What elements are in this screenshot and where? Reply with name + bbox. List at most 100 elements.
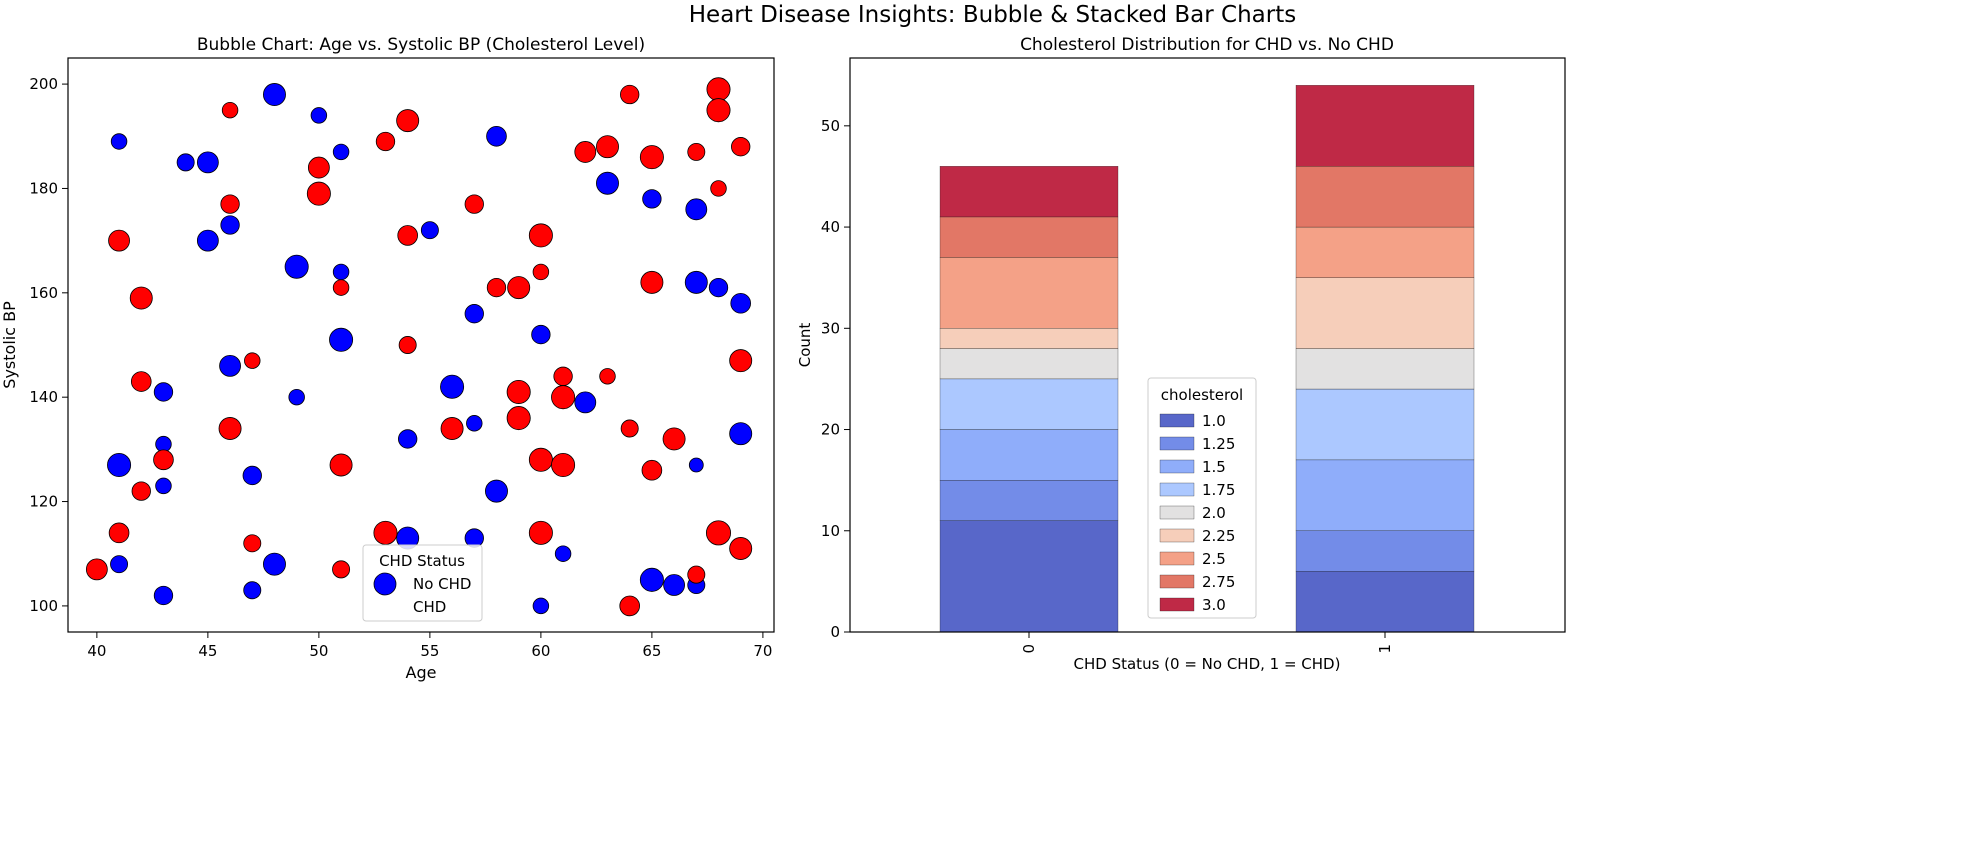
bubble-no-chd xyxy=(219,354,241,377)
bubble-no-chd xyxy=(464,304,484,324)
bubble-no-chd xyxy=(155,477,172,495)
bubble-no-chd xyxy=(176,153,195,172)
bubble-x-axis-label: Age xyxy=(406,663,437,682)
bubble-chd xyxy=(85,558,108,581)
bubble-chd xyxy=(619,595,640,617)
legend-swatch-2.5 xyxy=(1159,551,1195,566)
bubble-chd xyxy=(130,371,152,392)
legend-swatch-1.25 xyxy=(1159,436,1195,451)
bubble-no-chd xyxy=(243,581,262,600)
legend-label-1.0: 1.0 xyxy=(1202,412,1226,430)
bar-segment-chd0-chol-2.5 xyxy=(939,257,1119,329)
bubble-no-chd xyxy=(708,277,729,298)
bubble-points xyxy=(85,77,753,617)
legend-label-2.25: 2.25 xyxy=(1202,527,1235,545)
x-tick-label: 0 xyxy=(1020,644,1038,654)
bar-segments xyxy=(939,85,1475,633)
bubble-chd xyxy=(620,419,639,438)
x-tick-label: 45 xyxy=(198,642,217,660)
bubble-no-chd xyxy=(730,292,751,314)
bubble-chd xyxy=(464,194,484,214)
legend-no-chd-label: No CHD xyxy=(413,575,471,593)
bubble-chd xyxy=(532,263,550,281)
bubble-no-chd xyxy=(688,457,704,473)
x-tick-label: 65 xyxy=(642,642,661,660)
bar-segment-chd1-chol-1.0 xyxy=(1295,571,1475,633)
bubble-chd xyxy=(221,101,239,119)
bubble-legend-box xyxy=(362,544,483,622)
bubble-no-chd xyxy=(642,189,662,209)
x-tick-label: 50 xyxy=(309,642,328,660)
bubble-no-chd xyxy=(574,391,597,414)
x-tick-label: 55 xyxy=(420,642,439,660)
bubble-no-chd xyxy=(485,479,508,503)
bubble-chd xyxy=(243,534,262,553)
bubble-no-chd xyxy=(398,429,418,449)
bar-segment-chd1-chol-1.25 xyxy=(1295,530,1475,572)
legend-label-3.0: 3.0 xyxy=(1202,596,1226,614)
bubble-chd xyxy=(506,379,531,404)
cholesterol-legend-title: cholesterol xyxy=(1161,386,1243,404)
bar-segment-chd1-chol-2.0 xyxy=(1295,348,1475,390)
bubble-chd xyxy=(729,537,753,560)
bubble-chd xyxy=(129,286,153,310)
bubble-chd xyxy=(108,229,130,252)
bubble-legend: CHD Status No CHD CHD xyxy=(362,544,483,622)
x-tick-label: 40 xyxy=(87,642,106,660)
bubble-chd xyxy=(528,223,553,248)
bubble-chd xyxy=(306,181,331,206)
bubble-chd xyxy=(729,349,753,373)
y-tick-label: 40 xyxy=(821,218,840,236)
bubble-chart: Bubble Chart: Age vs. Systolic BP (Chole… xyxy=(0,35,775,682)
bar-segment-chd1-chol-1.5 xyxy=(1295,459,1475,531)
bubble-chd xyxy=(687,142,706,161)
bubble-no-chd xyxy=(685,198,708,221)
bar-chart-title: Cholesterol Distribution for CHD vs. No … xyxy=(1020,35,1394,55)
bubble-no-chd xyxy=(486,125,507,147)
y-tick-label: 30 xyxy=(821,319,840,337)
bubble-plot-frame xyxy=(67,57,775,633)
bar-segment-chd0-chol-2.75 xyxy=(939,216,1119,258)
legend-label-1.25: 1.25 xyxy=(1202,435,1235,453)
y-tick-label: 20 xyxy=(821,421,840,439)
x-tick-label: 70 xyxy=(753,642,772,660)
bubble-no-chd xyxy=(110,555,129,574)
bubble-legend-title: CHD Status xyxy=(379,552,465,570)
y-tick-label: 200 xyxy=(29,75,58,93)
bubble-no-chd xyxy=(329,327,354,352)
legend-swatch-3.0 xyxy=(1159,597,1195,612)
bubble-no-chd xyxy=(420,221,439,240)
bubble-chd xyxy=(574,141,597,163)
bubble-chd xyxy=(551,453,576,478)
bubble-chd xyxy=(706,77,731,102)
bubble-x-ticks: 40 45 50 55 60 65 70 xyxy=(87,632,772,660)
bubble-no-chd xyxy=(554,545,572,562)
bar-segment-chd1-chol-2.75 xyxy=(1295,166,1475,228)
bubble-no-chd xyxy=(663,574,685,596)
legend-swatch-2.75 xyxy=(1159,574,1195,589)
stacked-bar-chart: Cholesterol Distribution for CHD vs. No … xyxy=(796,35,1566,673)
bubble-chd xyxy=(375,131,396,152)
bubble-no-chd xyxy=(684,270,708,294)
legend-chd-label: CHD xyxy=(413,598,446,616)
bar-segment-chd0-chol-1.25 xyxy=(939,479,1119,521)
bubble-no-chd xyxy=(332,263,350,281)
bubble-chd xyxy=(153,449,174,471)
bubble-chd xyxy=(307,156,330,179)
bubble-no-chd xyxy=(110,133,128,150)
legend-label-2.0: 2.0 xyxy=(1202,504,1226,522)
legend-swatch-2.25 xyxy=(1159,528,1195,543)
bubble-chd xyxy=(641,459,663,481)
bar-segment-chd1-chol-1.75 xyxy=(1295,388,1475,461)
y-tick-label: 160 xyxy=(29,284,58,302)
bubble-chd xyxy=(220,194,240,214)
legend-label-2.75: 2.75 xyxy=(1202,573,1235,591)
bubble-chd xyxy=(662,427,686,451)
legend-label-1.5: 1.5 xyxy=(1202,458,1226,476)
legend-label-1.75: 1.75 xyxy=(1202,481,1235,499)
bubble-chart-title: Bubble Chart: Age vs. Systolic BP (Chole… xyxy=(197,35,645,55)
bubble-no-chd xyxy=(263,83,286,106)
legend-no-chd-marker xyxy=(373,572,397,596)
bubble-y-ticks: 100 120 140 160 180 200 xyxy=(29,75,68,615)
